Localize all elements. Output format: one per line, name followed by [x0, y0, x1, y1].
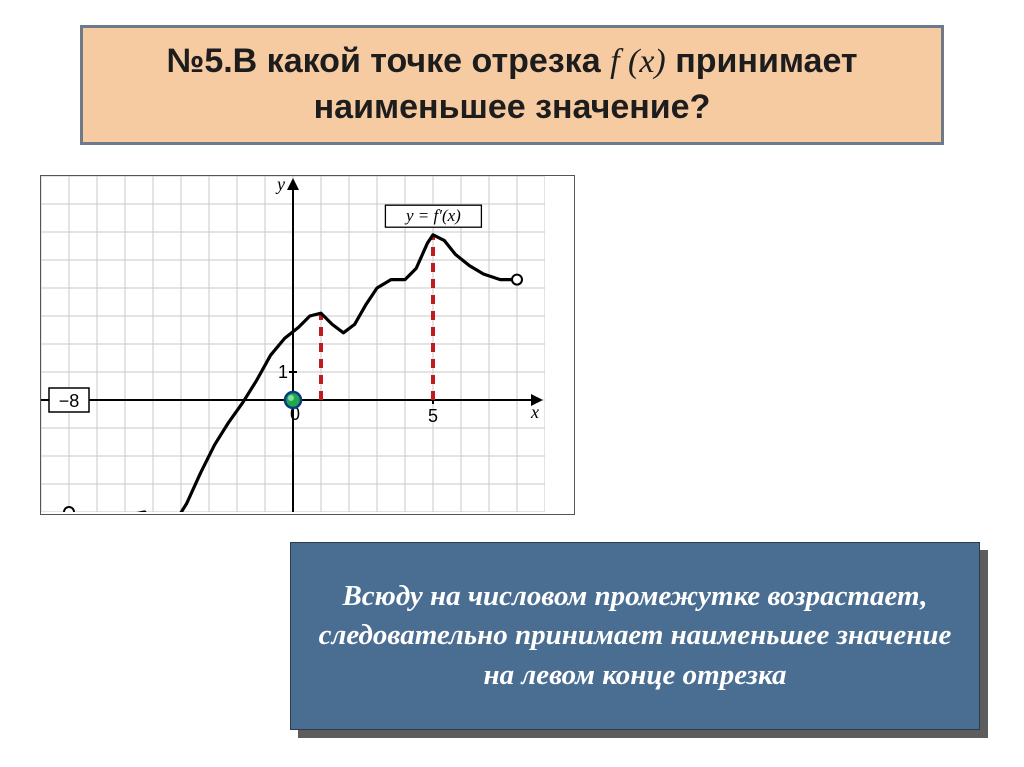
question-fx: f (x) — [610, 43, 666, 80]
svg-text:1: 1 — [278, 362, 288, 382]
answer-box: Всюду на числовом промежутке возрастает,… — [290, 542, 980, 730]
graph-panel: yx−8105y = f′(x) — [40, 175, 575, 515]
svg-text:−8: −8 — [59, 391, 80, 411]
svg-text:y = f′(x): y = f′(x) — [404, 206, 461, 225]
graph-svg: yx−8105y = f′(x) — [41, 176, 545, 512]
svg-text:x: x — [530, 402, 539, 422]
svg-text:5: 5 — [428, 406, 438, 426]
question-box: №5.В какой точке отрезка f (x) принимает… — [80, 25, 944, 145]
answer-text: Всюду на числовом промежутке возрастает,… — [315, 577, 955, 694]
svg-text:y: y — [275, 176, 285, 194]
question-text: №5.В какой точке отрезка f (x) принимает… — [113, 39, 911, 131]
question-prefix: №5.В какой точке отрезка — [166, 42, 610, 80]
